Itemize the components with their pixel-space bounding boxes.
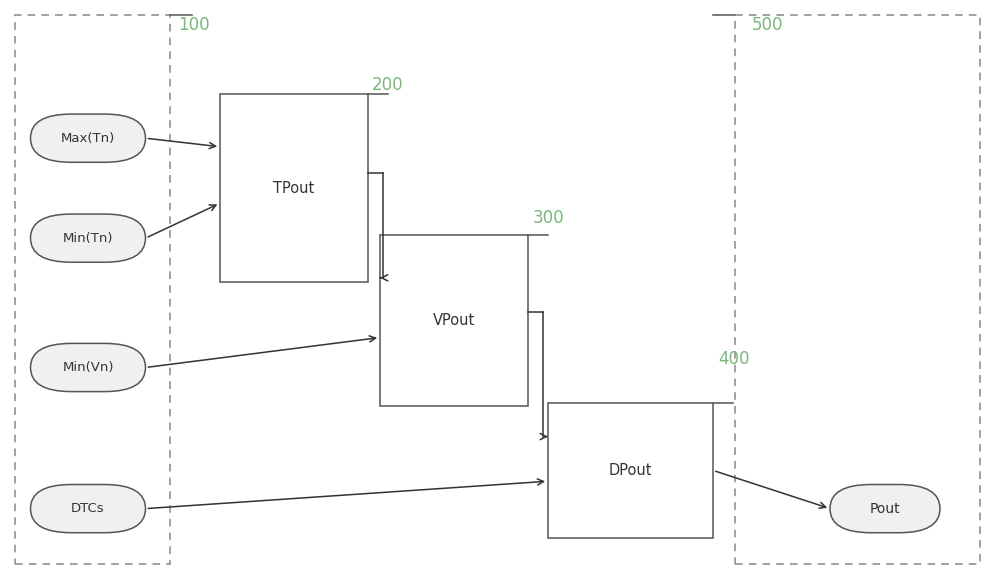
Text: DTCs: DTCs xyxy=(71,502,105,515)
Text: DPout: DPout xyxy=(609,463,652,478)
Text: 200: 200 xyxy=(372,76,404,94)
Bar xyxy=(380,235,528,406)
Bar xyxy=(220,94,368,282)
Text: 100: 100 xyxy=(178,16,210,34)
Text: 500: 500 xyxy=(752,16,784,34)
FancyBboxPatch shape xyxy=(30,214,146,262)
FancyBboxPatch shape xyxy=(30,114,146,162)
Text: VPout: VPout xyxy=(433,313,475,328)
FancyBboxPatch shape xyxy=(830,485,940,533)
Bar xyxy=(548,403,713,538)
Text: Max(Tn): Max(Tn) xyxy=(61,132,115,145)
FancyBboxPatch shape xyxy=(30,485,146,533)
Text: Min(Tn): Min(Tn) xyxy=(63,232,113,245)
Text: Pout: Pout xyxy=(870,502,900,516)
FancyBboxPatch shape xyxy=(30,343,146,392)
Text: 400: 400 xyxy=(718,350,750,368)
Text: Min(Vn): Min(Vn) xyxy=(62,361,114,374)
Bar xyxy=(735,15,980,564)
Text: TPout: TPout xyxy=(273,181,315,196)
Text: 300: 300 xyxy=(533,209,565,226)
Bar xyxy=(15,15,170,564)
